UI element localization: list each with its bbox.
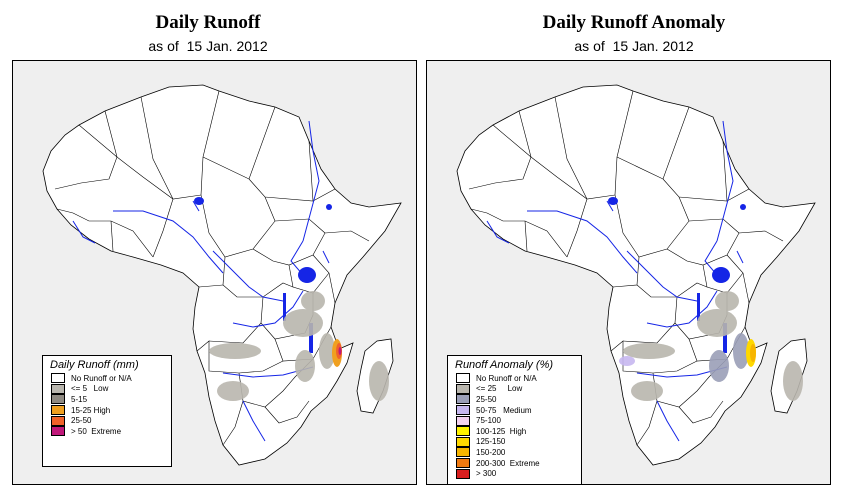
legend-label: 200-300 Extreme [476,458,540,468]
anomaly-high-areas [746,339,756,367]
legend-label: 75-100 [476,416,501,426]
legend-title: Runoff Anomaly (%) [455,359,554,371]
runoff-low-areas [209,291,389,401]
legend-item: 15-25 High [51,405,171,416]
anomaly-legend: Runoff Anomaly (%) No Runoff or N/A <= 25… [447,355,582,484]
africa-runoff-map [42,84,402,466]
runoff-map-title: Daily Runoff [155,12,261,33]
legend-item: 150-200 [456,447,581,458]
legend-label: 25-50 [476,394,497,404]
legend-swatch [456,405,470,416]
legend-label: 5-15 [71,394,88,404]
subtitle-prefix: as of [574,38,605,54]
legend-label: 150-200 [476,447,506,457]
runoff-panel: Daily Runoff as of 15 Jan. 2012 [0,0,417,489]
legend-swatch [51,373,65,384]
legend-item: No Runoff or N/A [456,373,581,384]
legend-label: > 300 [476,469,497,479]
legend-label: > 50 Extreme [71,426,122,436]
legend-label: 50-75 Medium [476,405,532,415]
legend-swatch [51,394,65,405]
country-borders [468,90,784,446]
legend-swatch [456,415,470,426]
legend-label: 125-150 [476,437,506,447]
legend-title: Daily Runoff (mm) [50,359,139,371]
map-date: 15 Jan. 2012 [186,38,268,54]
legend-item: 5-15 [51,394,171,405]
legend-swatch [456,447,470,458]
legend-item: No Runoff or N/A [51,373,171,384]
legend-label: <= 5 Low [71,384,109,394]
runoff-high-areas [332,339,342,367]
legend-item: 100-125 High [456,426,581,437]
runoff-anomaly-panel: Daily Runoff Anomaly as of 15 Jan. 2012 [426,0,842,489]
legend-swatch [51,383,65,394]
legend-item: <= 25 Low [456,383,581,395]
legend-label: 25-50 [71,416,92,426]
legend-items: No Runoff or N/A <= 5 Low 5-15 15-25 High 25… [43,373,171,437]
legend-item: 125-150 [456,436,581,448]
legend-label: No Runoff or N/A [476,373,537,383]
legend-item: > 300 [456,468,581,479]
map-date: 15 Jan. 2012 [612,38,694,54]
legend-label: 100-125 High [476,426,527,436]
legend-label: No Runoff or N/A [71,373,132,383]
anomaly-map-subtitle: as of 15 Jan. 2012 [426,38,842,54]
legend-item: 25-50 [51,415,171,426]
legend-label: <= 25 Low [476,384,523,394]
rivers [486,120,744,442]
runoff-map: Daily Runoff (mm) No Runoff or N/A <= 5 L… [12,60,417,485]
lakes [608,197,746,353]
africa-anomaly-map [456,84,816,466]
legend-item: 50-75 Medium [456,405,581,416]
legend-swatch [51,426,65,437]
legend-item: 25-50 [456,394,581,405]
legend-label: 15-25 High [71,405,111,415]
runoff-legend: Daily Runoff (mm) No Runoff or N/A <= 5 L… [42,355,172,467]
subtitle-prefix: as of [148,38,179,54]
lakes [194,197,332,353]
anomaly-low-areas [619,291,803,401]
legend-swatch [456,383,470,394]
legend-swatch [456,468,470,479]
legend-swatch [456,458,470,469]
legend-swatch [456,426,470,437]
legend-item: 75-100 [456,415,581,426]
rivers-and-lakes [72,120,330,442]
legend-item: > 50 Extreme [51,426,171,437]
legend-swatch [51,405,65,416]
anomaly-map-title: Daily Runoff Anomaly [542,12,726,33]
legend-swatch [51,415,65,426]
legend-swatch [456,373,470,384]
runoff-map-subtitle: as of 15 Jan. 2012 [0,38,416,54]
legend-swatch [456,436,470,447]
legend-swatch [456,394,470,405]
legend-item: <= 5 Low [51,383,171,395]
anomaly-map: Runoff Anomaly (%) No Runoff or N/A <= 25… [426,60,831,485]
legend-item: 200-300 Extreme [456,458,581,469]
legend-items: No Runoff or N/A <= 25 Low 25-50 50-75 Medi… [448,373,581,479]
